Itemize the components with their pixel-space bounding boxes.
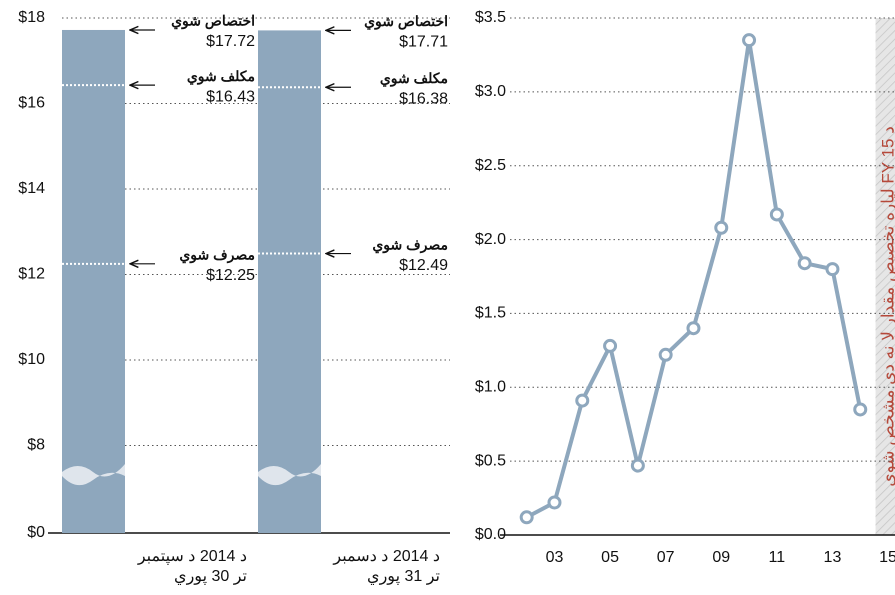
value-label: $12.25 (206, 267, 255, 284)
value-label: $17.71 (399, 34, 448, 51)
bar (258, 30, 321, 534)
point (575, 393, 590, 408)
point (825, 262, 840, 277)
point (742, 33, 757, 48)
y-tick-label: $0.5 (475, 452, 506, 469)
x-tick-label: تر 30 پوري (174, 568, 247, 585)
y-tick-label: $12 (18, 266, 45, 283)
y-tick-label: $1.5 (475, 305, 506, 322)
y-tick-label: $8 (27, 437, 45, 454)
value-label: $16.43 (206, 88, 255, 105)
axis-break (258, 464, 321, 486)
value-label: $16.38 (399, 90, 448, 107)
shaded-region (875, 18, 895, 535)
x-tick-label: تر 31 پوري (367, 568, 440, 585)
point (547, 495, 562, 510)
value-label: $12.49 (399, 257, 448, 274)
y-tick-label: $2.0 (475, 231, 506, 248)
point (658, 347, 673, 362)
value-label: $17.72 (206, 33, 255, 50)
point (630, 458, 645, 473)
point (603, 338, 618, 353)
series-label: مکلف شوي (187, 68, 255, 85)
point (797, 256, 812, 271)
y-tick-label: $0 (27, 524, 45, 541)
point (853, 402, 868, 417)
series-label: مکلف شوي (380, 70, 448, 87)
y-tick-label: $14 (18, 180, 45, 197)
point (519, 510, 534, 525)
point (714, 220, 729, 235)
y-tick-label: $1.0 (475, 379, 506, 396)
axis-break (62, 464, 125, 486)
y-tick-label: $18 (18, 9, 45, 26)
point (769, 207, 784, 222)
y-tick-label: $3.0 (475, 83, 506, 100)
y-tick-label: $3.5 (475, 9, 506, 26)
y-tick-label: $0.0 (475, 526, 506, 543)
series-label: اختصاص شوي (364, 13, 448, 30)
x-tick-label: 13 (824, 549, 842, 566)
x-tick-label: 11 (769, 549, 786, 566)
x-tick-label: د 2014 د دسمبر (332, 548, 440, 565)
y-tick-label: $10 (18, 351, 45, 368)
x-tick-label: 07 (657, 549, 675, 566)
series-label: مصرف شوي (179, 247, 255, 264)
x-tick-label: 03 (546, 549, 564, 566)
point (686, 321, 701, 336)
x-tick-label: د 2014 د سپتمبر (137, 548, 247, 565)
y-tick-label: $16 (18, 95, 45, 112)
x-tick-label: 05 (601, 549, 619, 566)
series-label: مصرف شوي (372, 236, 448, 253)
series-label: اختصاص شوي (171, 13, 255, 30)
region-label: د FY 15 لپاره تخصیص مقدار لا نه دی مشخص … (878, 126, 895, 487)
y-tick-label: $2.5 (475, 157, 506, 174)
x-tick-label: 09 (712, 549, 730, 566)
bar (62, 29, 125, 533)
line (525, 38, 863, 520)
x-tick-label: 15 (879, 549, 895, 566)
